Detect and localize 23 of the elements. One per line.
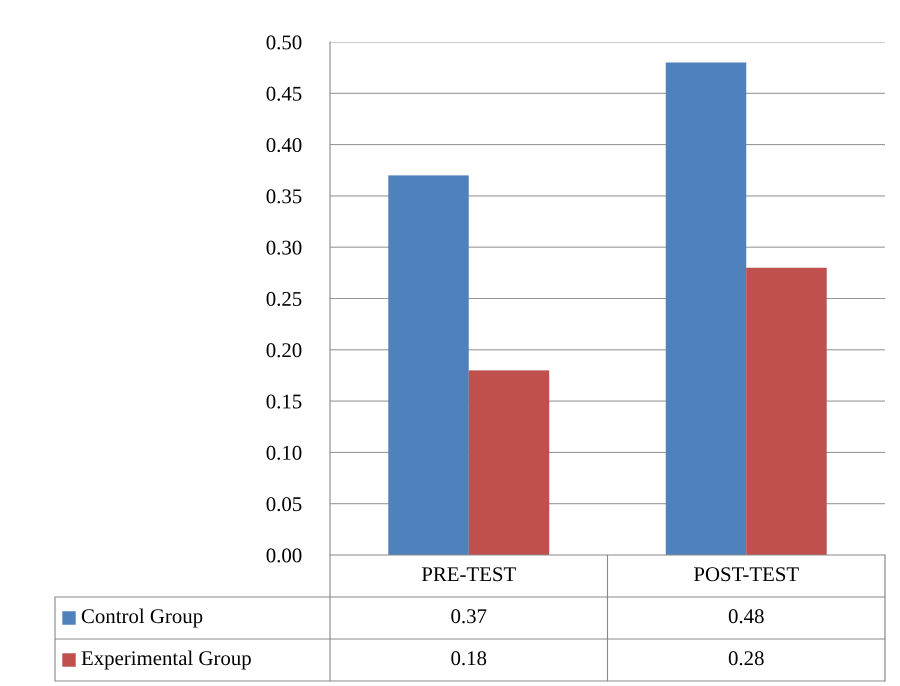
bar [388, 175, 469, 555]
y-tick-label: 0.20 [266, 343, 302, 358]
x-tick-label: PRE-TEST [422, 567, 516, 582]
y-tick-label: 0.00 [266, 548, 302, 563]
legend-label: Control Group [82, 608, 202, 628]
y-tick-label: 0.50 [266, 35, 302, 50]
legend-label: Experimental Group [82, 650, 251, 670]
data-label: 0.37 [451, 609, 486, 624]
bar [666, 62, 746, 555]
y-tick-label: 0.40 [266, 138, 302, 152]
y-tick-label: 0.25 [266, 292, 302, 306]
y-tick-label: 0.15 [266, 394, 302, 409]
data-label: 0.48 [728, 609, 764, 624]
bar [746, 268, 827, 555]
y-tick-label: 0.45 [266, 86, 302, 101]
y-tick-label: 0.35 [266, 189, 302, 204]
y-tick-label: 0.30 [266, 240, 302, 255]
x-tick-label: POST-TEST [694, 567, 799, 582]
y-tick-label: 0.05 [266, 497, 302, 512]
bar [468, 370, 550, 555]
data-label: 0.18 [451, 651, 486, 666]
data-label: 0.28 [728, 651, 764, 666]
y-tick-label: 0.10 [266, 446, 302, 460]
